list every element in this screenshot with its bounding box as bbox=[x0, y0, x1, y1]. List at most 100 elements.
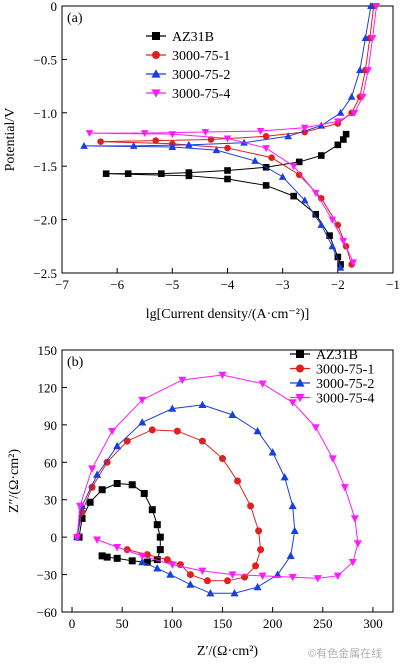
series-3000-75-1 bbox=[97, 2, 377, 268]
marker-3000-75-1-8 bbox=[218, 455, 226, 463]
x-tick-label: −4 bbox=[221, 277, 235, 292]
marker-az31b-9 bbox=[124, 170, 132, 177]
polarization-chart: −7 −6 −5 −4 −3 −2 −1 0 −0.5 −1.0 −1.5 −2.0 −2.5 lg[Cu… bbox=[3, 0, 400, 322]
marker-az31b-10 bbox=[156, 546, 164, 554]
legend-item-3000-75-2: 3000-75-2 bbox=[290, 377, 374, 392]
marker-3000-75-2-8 bbox=[185, 140, 193, 148]
series-line-3000-75-1 bbox=[100, 5, 375, 265]
x-tick-label: 0 bbox=[69, 616, 76, 631]
x-tick-label: −7 bbox=[55, 277, 69, 292]
marker-3000-75-2-9 bbox=[268, 448, 277, 456]
x-tick-label: 250 bbox=[313, 616, 333, 631]
marker-3000-75-4-4 bbox=[138, 396, 147, 405]
marker-3000-75-2-18 bbox=[336, 263, 345, 271]
marker-3000-75-1-12 bbox=[257, 546, 265, 554]
marker-3000-75-2-2 bbox=[93, 470, 102, 478]
marker-3000-75-4-18 bbox=[258, 572, 267, 581]
marker-3000-75-2-12 bbox=[290, 526, 299, 535]
marker-3000-75-4-5 bbox=[334, 118, 342, 126]
marker-3000-75-2-4 bbox=[138, 418, 147, 426]
marker-3000-75-4-11 bbox=[340, 484, 349, 492]
marker-3000-75-4-legend bbox=[151, 89, 161, 98]
marker-3000-75-1-4 bbox=[123, 437, 131, 445]
nyquist-chart: 0 50 100 150 200 250 300 −60 −30 0 30 60 90 120 150 Z′/… bbox=[7, 343, 394, 659]
marker-az31b-7 bbox=[148, 506, 156, 514]
legend-label: 3000-75-2 bbox=[316, 377, 374, 392]
marker-3000-75-1-legend bbox=[152, 51, 160, 59]
legend-item-az31b: AZ31B bbox=[290, 348, 358, 363]
marker-3000-75-4-23 bbox=[113, 543, 122, 552]
marker-3000-75-1-16 bbox=[203, 577, 211, 585]
marker-az31b-3 bbox=[98, 486, 106, 494]
legend-item-3000-75-4: 3000-75-4 bbox=[290, 392, 374, 407]
series-line-3000-75-4 bbox=[89, 5, 377, 263]
marker-3000-75-2-3 bbox=[113, 441, 122, 450]
marker-3000-75-2-legend bbox=[151, 69, 161, 78]
marker-3000-75-2-15 bbox=[253, 582, 262, 591]
marker-az31b-16 bbox=[98, 552, 106, 560]
marker-3000-75-4-17 bbox=[288, 573, 297, 582]
marker-3000-75-2-6 bbox=[198, 400, 207, 409]
marker-3000-75-4-17 bbox=[339, 237, 348, 245]
y-axis-label: Z″/(Ω·cm²) bbox=[7, 449, 22, 513]
marker-3000-75-2-6 bbox=[284, 132, 292, 140]
marker-3000-75-2-19 bbox=[166, 570, 175, 578]
y-tick-label: −60 bbox=[37, 605, 57, 620]
legend-label: 3000-75-1 bbox=[172, 49, 230, 64]
marker-3000-75-4-12 bbox=[350, 515, 359, 523]
legend-item-3000-75-4: 3000-75-4 bbox=[146, 87, 230, 102]
marker-3000-75-1-5 bbox=[148, 426, 156, 434]
marker-3000-75-1-10 bbox=[247, 502, 255, 510]
marker-3000-75-2-18 bbox=[186, 580, 195, 588]
marker-az31b-16 bbox=[326, 232, 333, 239]
marker-3000-75-2-2 bbox=[356, 66, 364, 74]
y-tick-label: 30 bbox=[44, 493, 57, 508]
marker-az31b-legend bbox=[296, 350, 304, 358]
marker-3000-75-4-0 bbox=[73, 533, 82, 542]
marker-3000-75-4-16 bbox=[328, 216, 337, 224]
marker-3000-75-2-5 bbox=[168, 404, 177, 412]
marker-3000-75-4-8 bbox=[201, 129, 210, 136]
marker-az31b-4 bbox=[113, 479, 121, 487]
marker-3000-75-2-12 bbox=[212, 146, 221, 154]
marker-az31b-6 bbox=[224, 167, 231, 174]
marker-az31b-5 bbox=[128, 481, 136, 489]
marker-3000-75-2-21 bbox=[138, 557, 147, 566]
legend-item-az31b: AZ31B bbox=[146, 30, 214, 45]
marker-az31b-1 bbox=[78, 514, 86, 522]
x-tick-label: −5 bbox=[165, 277, 179, 292]
x-tick-label: −1 bbox=[386, 277, 400, 292]
marker-3000-75-1-8 bbox=[207, 136, 215, 143]
y-tick-label: 150 bbox=[38, 343, 58, 358]
marker-az31b-1 bbox=[340, 136, 347, 143]
marker-az31b-17 bbox=[334, 253, 342, 261]
marker-3000-75-1-10 bbox=[97, 138, 104, 145]
x-axis-label: Z′/(Ω·cm²) bbox=[197, 644, 259, 659]
marker-3000-75-4-0 bbox=[372, 3, 381, 10]
legend-item-3000-75-1: 3000-75-1 bbox=[290, 363, 374, 378]
marker-3000-75-4-14 bbox=[289, 163, 298, 171]
marker-3000-75-1-13 bbox=[268, 154, 275, 161]
marker-3000-75-4-6 bbox=[218, 371, 227, 380]
legend-label: 3000-75-2 bbox=[172, 68, 230, 83]
marker-3000-75-4-3 bbox=[108, 427, 117, 436]
x-axis-label: lg[Current density/(A·cm⁻²)] bbox=[146, 307, 310, 322]
y-tick-label: −1.5 bbox=[33, 159, 57, 174]
marker-3000-75-1-9 bbox=[152, 137, 160, 144]
marker-az31b-0 bbox=[342, 130, 350, 138]
marker-3000-75-4-7 bbox=[256, 127, 265, 135]
y-tick-label: 0 bbox=[51, 530, 58, 545]
y-tick-label: −0.5 bbox=[33, 52, 57, 67]
x-tick-label: −3 bbox=[276, 277, 290, 292]
y-tick-label: 90 bbox=[44, 418, 57, 433]
watermark: ©有色金属在线 bbox=[308, 646, 382, 660]
legend-label: 3000-75-4 bbox=[316, 392, 374, 407]
marker-az31b-15 bbox=[312, 210, 320, 218]
x-tick-label: −2 bbox=[331, 277, 345, 292]
marker-3000-75-2-3 bbox=[347, 92, 356, 100]
series-3000-75-2 bbox=[80, 2, 375, 271]
marker-3000-75-4-1 bbox=[76, 502, 85, 511]
marker-az31b-11 bbox=[153, 556, 161, 564]
marker-3000-75-4-11 bbox=[168, 131, 177, 139]
marker-3000-75-1-11 bbox=[255, 527, 263, 535]
